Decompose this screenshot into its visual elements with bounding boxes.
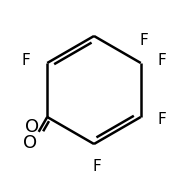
Text: O: O [23,134,37,152]
Text: F: F [21,53,30,68]
Text: F: F [139,33,148,48]
Text: F: F [158,112,167,127]
Text: F: F [158,53,167,68]
Text: O: O [25,118,39,136]
Text: F: F [92,159,101,174]
